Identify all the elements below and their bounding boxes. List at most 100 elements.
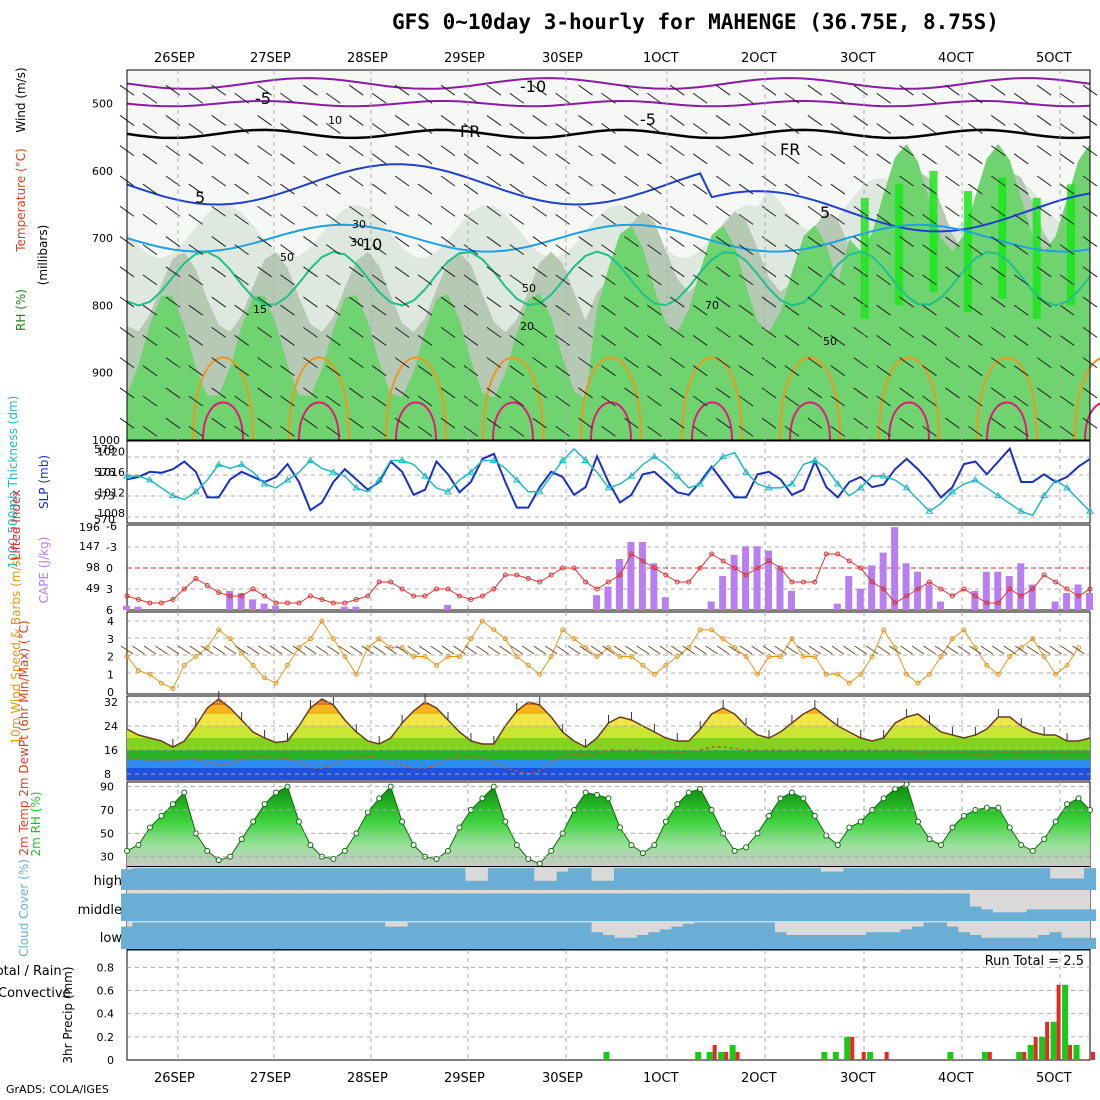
rh-marker bbox=[1064, 801, 1071, 808]
wind-speed-marker bbox=[135, 668, 141, 674]
wind-barb bbox=[774, 645, 787, 655]
wind-barb bbox=[888, 645, 902, 655]
cloud-bar-middle bbox=[854, 893, 867, 921]
wind-barb bbox=[326, 153, 341, 165]
wind-barb bbox=[384, 645, 397, 655]
cloud-bar-low bbox=[957, 932, 970, 949]
wind-speed-marker bbox=[904, 671, 910, 677]
wind-barb bbox=[303, 296, 318, 308]
wind-barb bbox=[669, 145, 685, 157]
wind-speed-marker bbox=[995, 671, 1001, 677]
wind-barb bbox=[280, 274, 295, 286]
precip-total-bar bbox=[867, 1051, 874, 1060]
wind10m-panel: 0 1 2 3 4 10m Wind Speed & Barbs (m/s) bbox=[9, 556, 1091, 744]
date-tick-label-bottom: 3OCT bbox=[840, 1071, 876, 1086]
wind-barb bbox=[669, 387, 685, 399]
wind-barb bbox=[532, 175, 548, 187]
thickness-marker bbox=[512, 476, 521, 483]
wind-barb bbox=[1013, 92, 1029, 104]
wind-barb bbox=[876, 153, 891, 165]
precip-total-bar bbox=[1062, 984, 1069, 1060]
cape-bar bbox=[237, 593, 245, 610]
wind-barb bbox=[532, 296, 548, 308]
contour-label: 5 bbox=[820, 203, 830, 222]
wind-barb bbox=[280, 335, 295, 346]
wind-barb bbox=[1036, 175, 1052, 187]
wind-barb bbox=[142, 395, 158, 407]
wind-barb bbox=[453, 645, 466, 655]
wind-barb bbox=[476, 645, 489, 655]
wind-barb bbox=[395, 645, 409, 655]
wind-barb bbox=[830, 183, 846, 195]
wind-barb bbox=[715, 417, 731, 429]
precip-convective-bar bbox=[1033, 1036, 1038, 1060]
wind-barb bbox=[234, 274, 249, 286]
cloud-bar-middle bbox=[934, 893, 947, 921]
wind-barb bbox=[486, 175, 502, 187]
li-tick-label: -3 bbox=[106, 541, 117, 554]
precip-tick-label: 0.8 bbox=[97, 961, 115, 974]
wind-barb bbox=[830, 304, 846, 316]
wind-barb bbox=[761, 236, 777, 247]
lifted-index-marker bbox=[640, 558, 646, 564]
wind-barb bbox=[738, 213, 754, 225]
wind-barb bbox=[738, 244, 754, 256]
wind-barb bbox=[922, 304, 937, 316]
temperature-contour bbox=[789, 401, 831, 441]
rh-marker bbox=[857, 818, 864, 825]
cloud-bar-high bbox=[442, 868, 454, 890]
wind-speed-marker bbox=[158, 680, 164, 686]
lifted-index-marker bbox=[571, 565, 577, 571]
cape-bar bbox=[627, 542, 635, 610]
wind-barb bbox=[807, 326, 823, 338]
wind-speed-marker bbox=[812, 654, 818, 659]
wind-speed-marker bbox=[1053, 671, 1059, 677]
cloud-bar-middle bbox=[201, 893, 214, 921]
rh-sat-patch bbox=[1032, 197, 1041, 319]
wind-barb bbox=[945, 175, 960, 187]
wind-speed-marker bbox=[319, 618, 325, 624]
cloud-bar-low bbox=[281, 922, 294, 949]
wind-barb bbox=[968, 92, 983, 104]
wind-barb bbox=[877, 645, 890, 655]
wind-barb bbox=[326, 365, 341, 377]
cloud-bar-high bbox=[247, 868, 260, 890]
rh-axis-label: 2m RH (%) bbox=[29, 791, 43, 856]
rh-marker bbox=[238, 836, 245, 843]
wind-speed-marker bbox=[239, 650, 245, 656]
wind-barb bbox=[669, 417, 685, 429]
wind-barb bbox=[990, 205, 1006, 217]
cape-bar bbox=[604, 586, 612, 610]
wind-barb bbox=[716, 645, 730, 655]
wind-barb bbox=[693, 645, 707, 655]
wind-barb bbox=[394, 175, 410, 187]
wind-barb bbox=[899, 145, 914, 157]
wind-speed-marker bbox=[456, 654, 462, 659]
lifted-index-marker bbox=[204, 583, 210, 588]
wind-speed-marker bbox=[628, 654, 634, 659]
temperature-contour bbox=[202, 401, 244, 441]
thickness-marker bbox=[581, 456, 590, 464]
wind-barb bbox=[509, 183, 525, 195]
wind-barb bbox=[968, 183, 983, 195]
rh2m-panel: 30 50 70 90 2m RH (%) bbox=[29, 781, 1093, 867]
wind-barb bbox=[1059, 274, 1075, 286]
cloud-bar-high bbox=[613, 868, 626, 890]
cloud-bar-low bbox=[132, 922, 145, 949]
wind-barb bbox=[463, 183, 479, 195]
cloud-bar-low bbox=[740, 922, 753, 949]
isotherm-minus10 bbox=[126, 77, 1091, 90]
lifted-index-marker bbox=[296, 600, 302, 606]
wind-barb bbox=[200, 645, 214, 655]
wind-barb bbox=[761, 357, 777, 369]
wind-barb bbox=[142, 213, 158, 225]
temperature-contour bbox=[492, 401, 534, 441]
cloud-bar-low bbox=[373, 922, 386, 949]
lifted-index-marker bbox=[846, 558, 852, 564]
wind-barb bbox=[624, 175, 639, 187]
wind-barb bbox=[922, 425, 937, 437]
cloud-bar-low bbox=[625, 937, 638, 949]
wind-barb bbox=[830, 335, 846, 346]
lifted-index-marker bbox=[915, 586, 921, 592]
wind-speed-marker bbox=[743, 654, 749, 659]
